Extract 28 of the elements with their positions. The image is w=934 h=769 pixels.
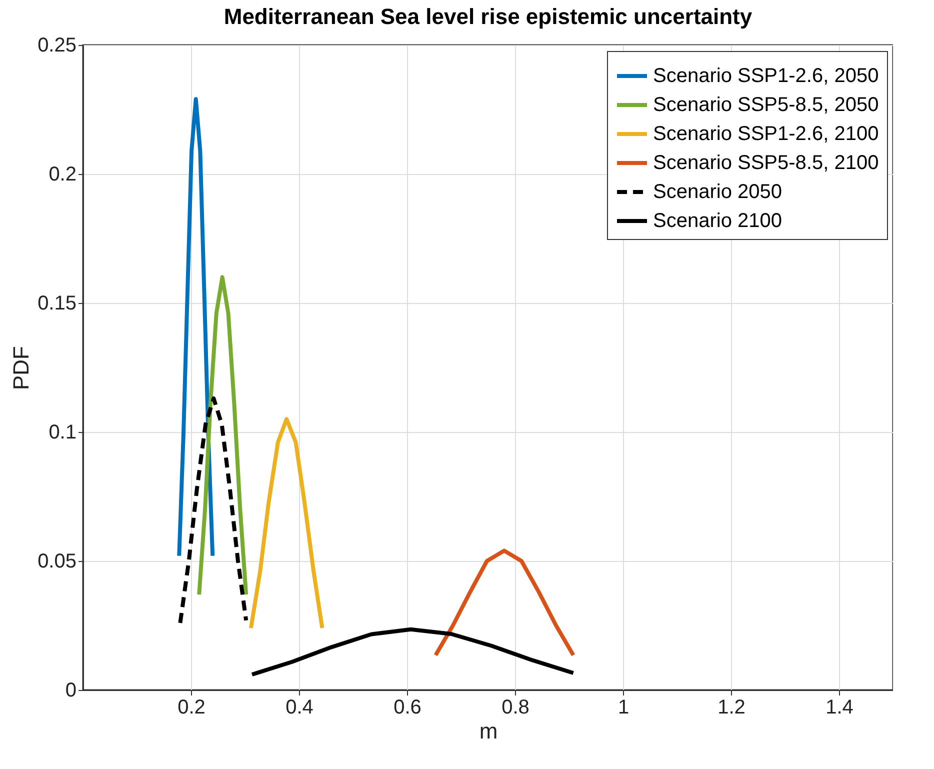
legend-label: Scenario 2050 [653, 181, 782, 203]
line-series [197, 275, 248, 597]
legend-label: Scenario 2100 [653, 210, 782, 232]
line-series [178, 396, 248, 625]
legend-label: Scenario SSP5-8.5, 2100 [653, 152, 879, 174]
legend-label: Scenario SSP1-2.6, 2050 [653, 65, 879, 87]
line-series [248, 417, 324, 630]
y-tick-label: 0.1 [48, 422, 76, 444]
y-tick-label: 0.25 [38, 34, 76, 56]
x-tick-label: 0.2 [178, 696, 206, 718]
x-tick-label: 1.4 [826, 696, 854, 718]
y-tick-label: 0 [65, 680, 76, 702]
x-tick-label: 0.6 [394, 696, 422, 718]
x-tick-label: 1.2 [718, 696, 746, 718]
x-axis-title: m [479, 718, 498, 744]
x-tick-label: 0.4 [286, 696, 314, 718]
legend-label: Scenario SSP1-2.6, 2100 [653, 123, 879, 145]
y-tick-label: 0.15 [38, 292, 76, 314]
legend-label: Scenario SSP5-8.5, 2050 [653, 94, 879, 116]
line-series [434, 548, 576, 658]
chart-title: Mediterranean Sea level rise epistemic uncertainty [224, 4, 753, 29]
y-tick-label: 0.05 [38, 550, 76, 572]
x-tick-label: 1 [618, 696, 630, 718]
line-series [250, 627, 576, 677]
line-series [177, 97, 215, 558]
y-axis-title: PDF [8, 346, 34, 390]
y-tick-label: 0.2 [48, 164, 76, 186]
x-tick-label: 0.8 [502, 696, 530, 718]
